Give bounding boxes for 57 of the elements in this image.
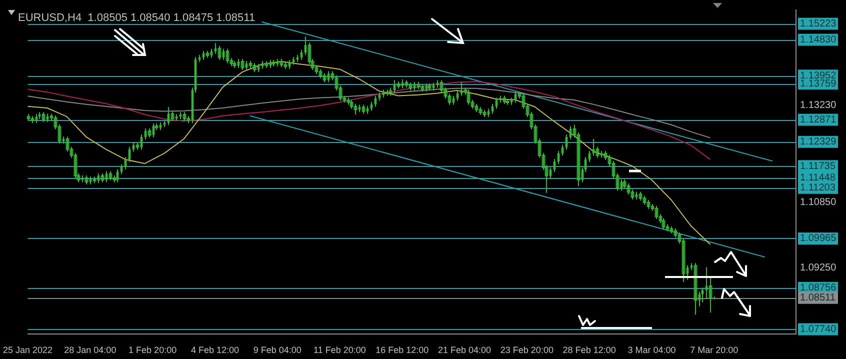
x-tick-label: 28 Jan 04:00: [64, 345, 116, 356]
candlestick: [66, 136, 70, 152]
x-tick-label: 7 Mar 20:00: [690, 345, 738, 356]
candlestick: [105, 170, 108, 183]
y-tick-label: 1.12871: [800, 114, 837, 126]
candlestick: [222, 48, 225, 60]
y-tick-label: 1.08756: [800, 282, 837, 294]
candlestick: [495, 97, 498, 110]
y-tick-label: 1.09965: [800, 233, 837, 244]
candlestick: [170, 110, 174, 122]
y-tick-label: 1.08511: [800, 292, 836, 304]
x-tick-label: 11 Feb 20:00: [314, 345, 366, 356]
y-tick-label: 1.11448: [800, 172, 836, 184]
candlestick: [440, 80, 444, 93]
candlestick: [592, 138, 595, 156]
candlestick: [42, 112, 46, 122]
candlestick: [694, 262, 698, 316]
x-tick-label: 4 Feb 12:00: [190, 345, 239, 356]
y-tick-label: 1.15223: [800, 18, 837, 30]
candlestick: [327, 70, 330, 83]
y-tick-label: 1.10850: [800, 197, 837, 208]
candlestick: [630, 189, 634, 200]
candlestick: [240, 58, 244, 71]
candlestick: [74, 152, 78, 179]
y-tick-label: 1.13230: [800, 100, 837, 111]
candlestick: [218, 45, 222, 60]
candlestick: [466, 89, 470, 106]
candlestick: [226, 48, 230, 64]
y-tick-label: 1.07740: [800, 324, 837, 336]
candlestick: [374, 95, 377, 108]
chart-title: EURUSD,H4 1.08505 1.08540 1.08475 1.08511: [18, 12, 256, 24]
candlestick: [708, 277, 712, 314]
candlestick: [549, 166, 552, 179]
y-tick-label: 1.13759: [800, 78, 837, 90]
y-tick-label: 1.09250: [800, 262, 837, 274]
candlestick: [561, 144, 564, 156]
x-tick-label: 1 Feb 20:00: [128, 345, 177, 356]
candlestick: [596, 146, 600, 158]
y-tick-label: 1.11203: [800, 182, 836, 194]
x-tick-label: 25 Jan 2022: [3, 345, 53, 356]
y-tick-label: 1.14830: [800, 34, 837, 46]
x-tick-label: 16 Feb 12:00: [376, 345, 429, 356]
x-tick-label: 23 Feb 20:00: [500, 345, 554, 356]
x-tick-label: 28 Feb 12:00: [562, 345, 616, 356]
candlestick: [354, 103, 358, 116]
x-tick-label: 21 Feb 04:00: [438, 345, 492, 356]
candlestick: [460, 81, 463, 96]
x-tick-label: 9 Feb 04:00: [253, 345, 302, 356]
candlestick: [576, 132, 580, 186]
candlestick: [654, 205, 658, 220]
candlestick: [682, 238, 686, 282]
y-tick-label: 1.11735: [800, 160, 836, 172]
y-tick-label: 1.12329: [800, 136, 837, 148]
candlestick: [662, 218, 666, 230]
candlestick: [626, 183, 630, 196]
x-tick-label: 3 Mar 04:00: [628, 345, 676, 356]
candlestick: [448, 93, 452, 106]
